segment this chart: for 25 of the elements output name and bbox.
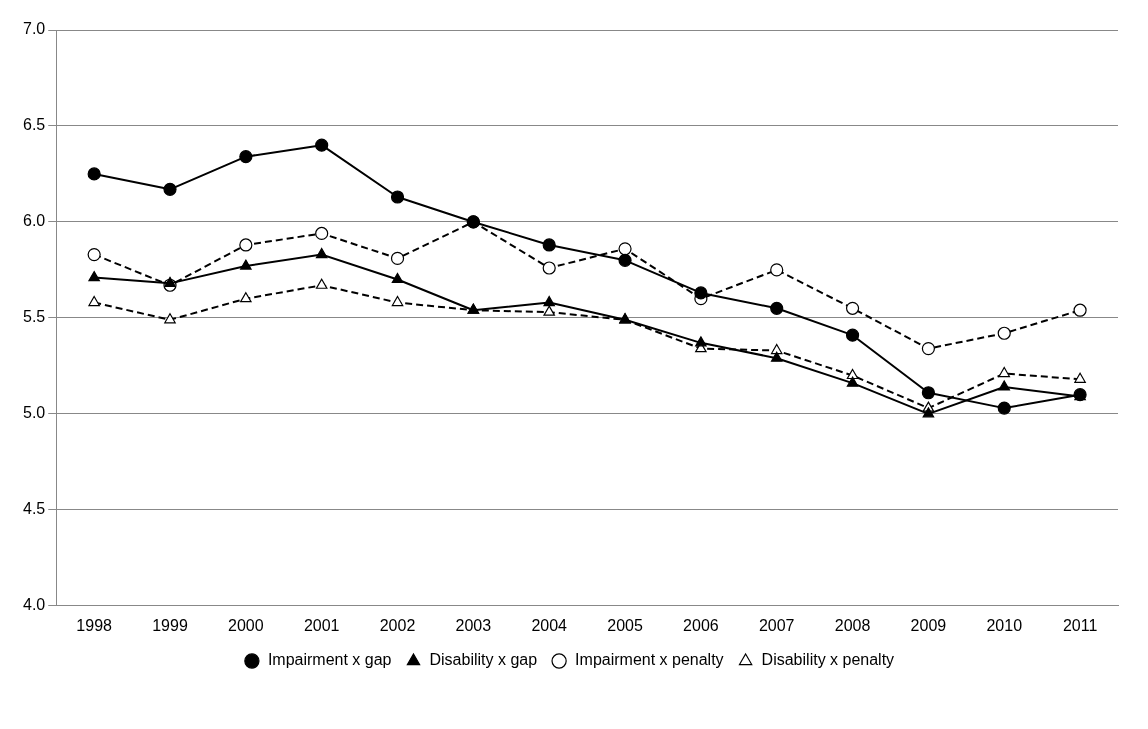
x-tick-label: 2001 xyxy=(303,616,340,634)
x-tick-label: 2002 xyxy=(379,616,416,634)
x-tick-label: 2005 xyxy=(607,616,643,634)
y-tick-label: 6.5 xyxy=(22,116,46,134)
y-tick-label: 4.0 xyxy=(22,596,46,614)
y-tick-label: 4.5 xyxy=(22,500,46,518)
x-tick-label: 1999 xyxy=(152,616,188,634)
y-tick-label: 5.5 xyxy=(22,308,46,326)
legend-label: Impairment x gap xyxy=(267,651,392,669)
x-tick-label: 2004 xyxy=(531,616,568,634)
y-tick-label: 7.0 xyxy=(22,20,46,38)
y-tick-label: 6.0 xyxy=(22,212,46,230)
x-tick-label: 2000 xyxy=(228,616,264,634)
x-tick-label: 2011 xyxy=(1062,616,1098,634)
x-tick-label: 2006 xyxy=(683,616,719,634)
legend-label: Disability x gap xyxy=(429,651,538,669)
x-tick-label: 2008 xyxy=(834,616,871,634)
legend-label: Disability x penalty xyxy=(761,651,895,669)
x-tick-label: 2009 xyxy=(910,616,947,634)
x-tick-label: 2003 xyxy=(455,616,492,634)
x-tick-label: 2010 xyxy=(986,616,1023,634)
x-tick-label: 1998 xyxy=(76,616,113,634)
legend-label: Impairment x penalty xyxy=(575,651,724,669)
x-tick-label: 2007 xyxy=(758,616,795,634)
y-tick-label: 5.0 xyxy=(22,404,46,422)
